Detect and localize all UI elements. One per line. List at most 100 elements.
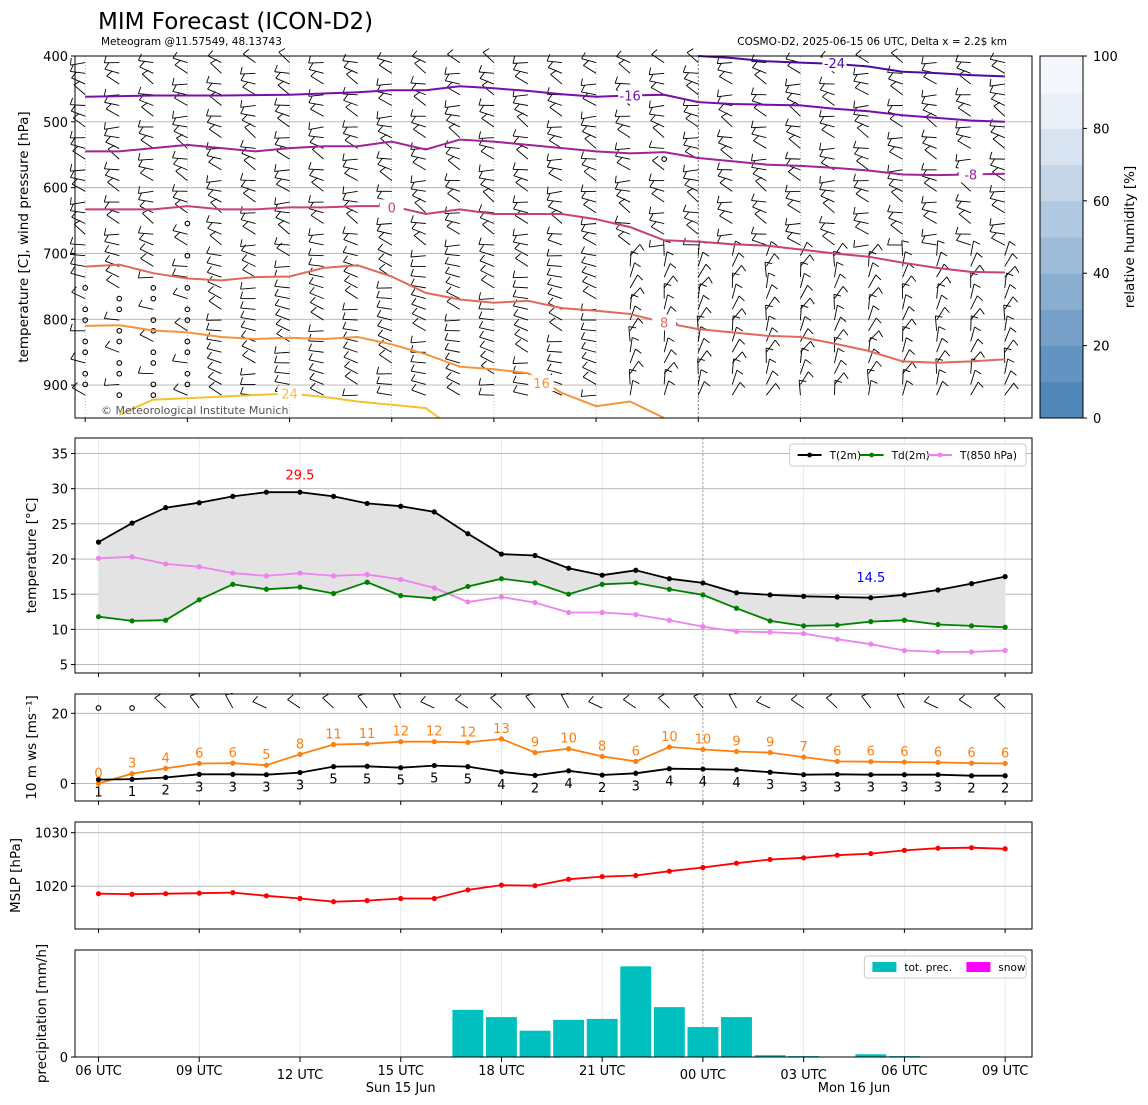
wind-barb-shaft	[70, 104, 86, 106]
wind-barb	[855, 221, 869, 235]
wind-barb-shaft	[584, 138, 597, 149]
wind-barb-flag	[704, 381, 711, 387]
wind-barb-flag	[207, 222, 213, 229]
wind-barb-flag	[819, 116, 825, 124]
wind-barb-shaft	[790, 699, 804, 709]
wind-barb	[103, 161, 120, 171]
series-gust-point	[767, 749, 773, 756]
wind-barb	[731, 272, 740, 288]
wind-barb-shaft	[650, 226, 665, 235]
wind-barb-flag	[479, 105, 485, 112]
wind-barb-shaft	[785, 190, 801, 193]
wind-barb	[207, 83, 222, 96]
wind-barb-flag	[376, 224, 382, 232]
wind-barb-shaft	[410, 255, 426, 258]
wind-barb-flag	[908, 306, 915, 312]
series-t850-point	[398, 576, 404, 583]
wind-barb-shaft	[663, 240, 665, 256]
wind-barb	[618, 231, 631, 246]
wind-barb-flag	[989, 218, 992, 226]
series-mslp-point	[868, 850, 874, 857]
series-t850-point	[700, 623, 706, 630]
wind-barb	[208, 295, 222, 310]
wind-barb	[514, 103, 529, 117]
wind-barb-shaft	[582, 131, 597, 139]
wind-barb-flag	[770, 241, 778, 247]
wind-barb-calm	[82, 349, 89, 356]
wind-barb-flag	[639, 287, 645, 295]
wind-barb-flag	[652, 123, 660, 129]
wind-barb-shaft	[547, 233, 563, 235]
panel-frame	[74, 437, 1033, 674]
wind-barb-shaft	[274, 285, 290, 289]
wind-barb-flag	[717, 169, 723, 177]
wind-barb-calm	[82, 317, 89, 323]
wind-barb	[765, 327, 779, 342]
wind-barb-flag	[103, 88, 107, 97]
wind-barb-shaft	[376, 382, 392, 385]
wind-barb	[141, 102, 154, 117]
wind-barb-shaft	[652, 127, 665, 139]
wind-barb-flag	[70, 137, 76, 145]
wind-barb	[71, 211, 86, 224]
wind-barb-flag	[455, 694, 462, 700]
wind-barb	[103, 378, 120, 386]
wind-barb-shaft	[71, 216, 86, 224]
wind-barb-shaft	[479, 336, 495, 342]
wind-barb-shaft	[991, 98, 1005, 106]
wind-barb-flag	[490, 693, 497, 699]
wind-barb	[853, 206, 869, 215]
wind-barb	[799, 347, 809, 364]
wind-barb-flag	[308, 128, 312, 137]
wind-barb-flag	[376, 300, 381, 308]
gust-value-label: 11	[359, 727, 376, 742]
wind-barb-shaft	[615, 188, 631, 192]
wind-barb-flag	[512, 56, 516, 64]
wind-barb	[479, 254, 495, 267]
wind-barb-flag	[822, 91, 829, 98]
wind-barb-flag	[637, 274, 644, 281]
wind-barb-shaft	[70, 71, 86, 74]
wind-barb-shaft	[547, 158, 563, 162]
series-mean-point	[129, 776, 135, 782]
wind-barb	[901, 283, 910, 299]
wind-barb	[652, 123, 665, 139]
wind-barb-flag	[546, 153, 549, 161]
wind-barb-flag	[581, 265, 587, 273]
wind-barb	[583, 199, 597, 214]
wind-barb	[784, 151, 801, 160]
wind-barb-flag	[736, 326, 743, 332]
series-mslp-point	[398, 895, 404, 902]
wind-barb	[343, 61, 358, 74]
wind-barb-flag	[631, 251, 639, 255]
wind-barb-shaft	[650, 120, 665, 128]
wind-barb	[581, 341, 597, 353]
upper-air-panel: -24-16-8081624400500600700800900temperat…	[16, 48, 1033, 422]
wind-barb	[308, 89, 324, 97]
wind-barb-flag	[1010, 327, 1017, 333]
wind-barb-shaft	[344, 375, 358, 385]
wind-barb	[697, 337, 710, 353]
wind-barb-flag	[309, 286, 315, 294]
wind-barb	[834, 336, 842, 353]
wind-barb-shaft	[958, 699, 972, 709]
wind-barb-shaft	[970, 283, 975, 299]
wind-barb	[410, 354, 426, 364]
wind-barb-flag	[583, 60, 590, 66]
wind-barb	[138, 186, 154, 194]
wind-barb-shaft	[310, 75, 324, 85]
series-mslp-point	[700, 864, 706, 871]
wind-barb-flag	[588, 695, 594, 702]
wind-barb	[970, 326, 982, 342]
wind-barb-shaft	[822, 202, 835, 214]
wind-barb	[800, 297, 815, 310]
wind-barb-flag	[631, 293, 639, 298]
wind-barb-shaft	[173, 388, 188, 396]
wind-barb-flag	[840, 316, 847, 323]
wind-barb-flag	[377, 329, 384, 336]
wind-barb-shaft	[990, 131, 1005, 139]
wind-barb	[210, 198, 222, 214]
wind-barb-shaft	[252, 701, 267, 709]
y-tick-label: 5	[60, 659, 68, 674]
wind-barb-shaft	[819, 222, 835, 224]
